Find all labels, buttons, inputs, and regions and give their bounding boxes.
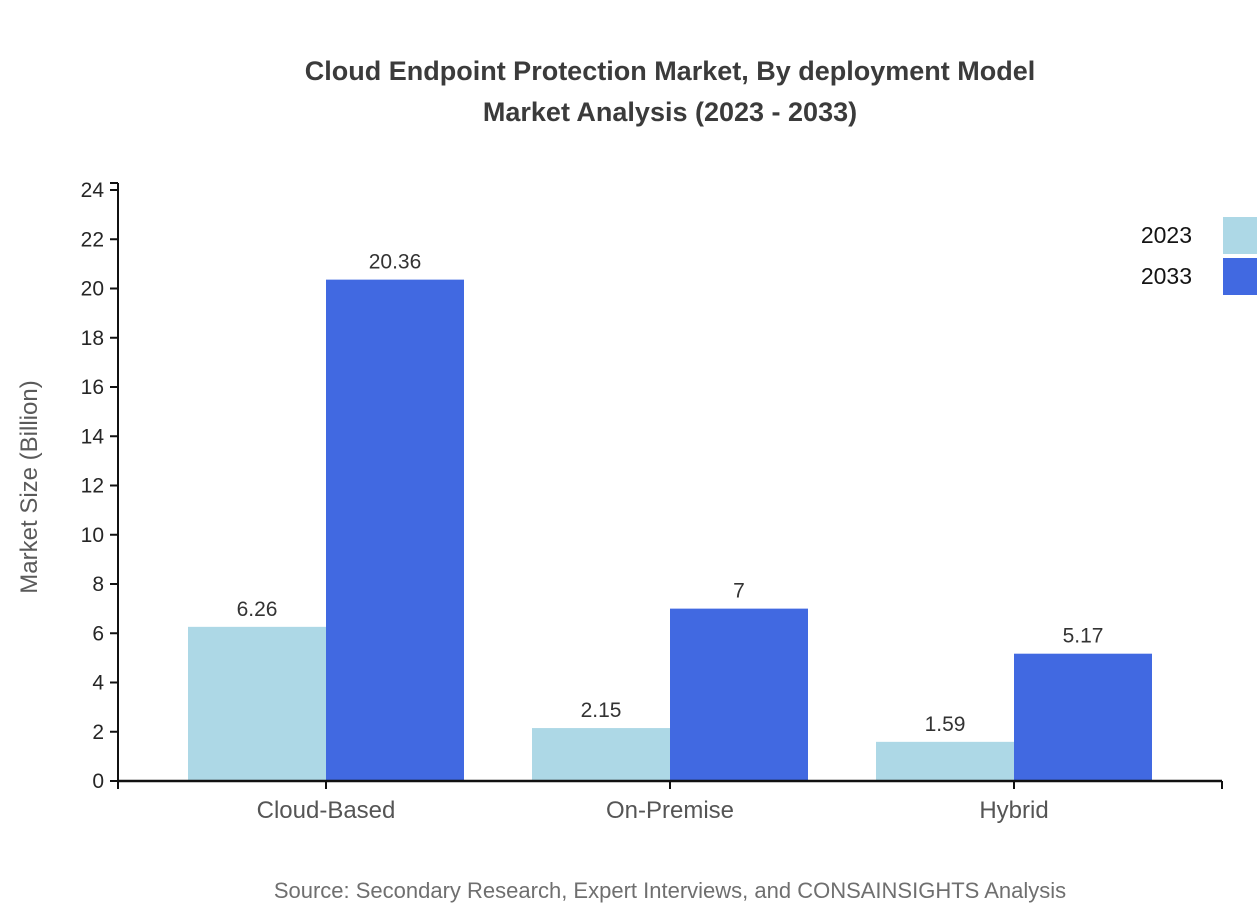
y-tick-label: 16	[81, 376, 104, 399]
y-tick-label: 2	[92, 721, 104, 744]
legend-item-2023: 2023	[1141, 217, 1260, 254]
bar-2023-on-premise	[532, 728, 670, 781]
y-tick-label: 8	[92, 573, 104, 596]
legend-swatch-2033	[1223, 258, 1257, 295]
legend-item-label: 2033	[1140, 263, 1192, 289]
plot-area: 6.2620.362.1571.595.17024681012141618202…	[81, 179, 1223, 824]
y-tick-label: 10	[81, 524, 104, 547]
bar-value-label: 20.36	[369, 251, 422, 274]
source-note: Source: Secondary Research, Expert Inter…	[273, 878, 1067, 903]
y-tick-label: 12	[81, 475, 104, 498]
y-tick-label: 4	[92, 672, 104, 695]
bar-2033-on-premise	[670, 608, 808, 781]
y-tick-label: 14	[81, 425, 105, 448]
bar-2023-cloud-based	[188, 626, 326, 781]
bar-value-label: 2.15	[581, 699, 622, 722]
bar-value-label: 7	[733, 580, 745, 603]
bar-2033-hybrid	[1014, 653, 1152, 781]
chart-title-line1: Cloud Endpoint Protection Market, By dep…	[304, 56, 1036, 86]
y-tick-label: 18	[81, 327, 104, 350]
y-tick-label: 6	[92, 622, 104, 645]
bar-value-label: 1.59	[925, 713, 966, 736]
x-category-label: Hybrid	[979, 797, 1048, 824]
chart-title: Cloud Endpoint Protection Market, By dep…	[80, 51, 1260, 133]
legend-item-2033: 2033	[1141, 258, 1260, 295]
chart-legend: 2023 2033	[1141, 217, 1260, 299]
legend-item-label: 2023	[1140, 222, 1192, 248]
legend-swatch-2023	[1223, 217, 1257, 254]
bar-2033-cloud-based	[326, 279, 464, 781]
chart-title-line2: Market Analysis (2023 - 2033)	[482, 97, 858, 127]
y-tick-label: 20	[81, 278, 104, 301]
y-tick-label: 0	[92, 770, 104, 793]
bar-value-label: 5.17	[1063, 625, 1104, 648]
y-axis-title: Market Size (Billion)	[16, 380, 43, 593]
y-tick-label: 24	[81, 179, 105, 202]
bar-value-label: 6.26	[237, 598, 278, 621]
x-category-label: Cloud-Based	[257, 797, 396, 824]
bar-2023-hybrid	[876, 741, 1014, 781]
x-category-label: On-Premise	[606, 797, 734, 824]
y-tick-label: 22	[81, 228, 104, 251]
